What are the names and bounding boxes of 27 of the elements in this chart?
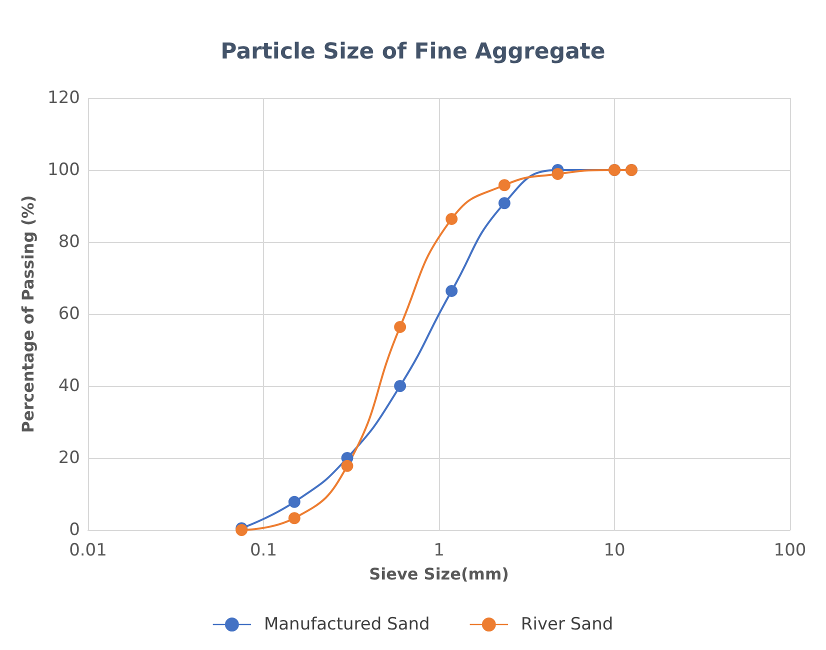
legend-label: River Sand xyxy=(520,614,614,634)
point xyxy=(498,179,510,192)
y-tick-label: 60 xyxy=(58,304,80,324)
point xyxy=(394,320,406,333)
point xyxy=(446,284,458,297)
x-axis-title: Sieve Size(mm) xyxy=(369,564,509,584)
point xyxy=(446,212,458,225)
point xyxy=(288,512,300,524)
x-tick-label: 1 xyxy=(434,540,444,560)
y-tick-label: 20 xyxy=(58,448,80,468)
point xyxy=(394,380,406,392)
x-tick-label: 100 xyxy=(774,540,806,560)
y-tick-label: 80 xyxy=(58,232,80,252)
point xyxy=(341,460,354,472)
y-axis-title: Percentage of Passing (%) xyxy=(18,195,38,433)
x-tick-label: 0.1 xyxy=(250,540,278,560)
y-tick-label: 120 xyxy=(48,88,80,108)
y-tick-label: 100 xyxy=(48,160,80,180)
legend-label: Manufactured Sand xyxy=(264,614,430,634)
y-tick-label: 0 xyxy=(69,520,80,540)
point xyxy=(552,168,564,180)
chart-title: Particle Size of Fine Aggregate xyxy=(220,40,606,64)
x-tick-label: 0.01 xyxy=(69,540,107,560)
x-tick-label: 10 xyxy=(604,540,626,560)
point xyxy=(288,496,300,508)
y-tick-label: 40 xyxy=(58,376,80,396)
point xyxy=(498,197,510,210)
